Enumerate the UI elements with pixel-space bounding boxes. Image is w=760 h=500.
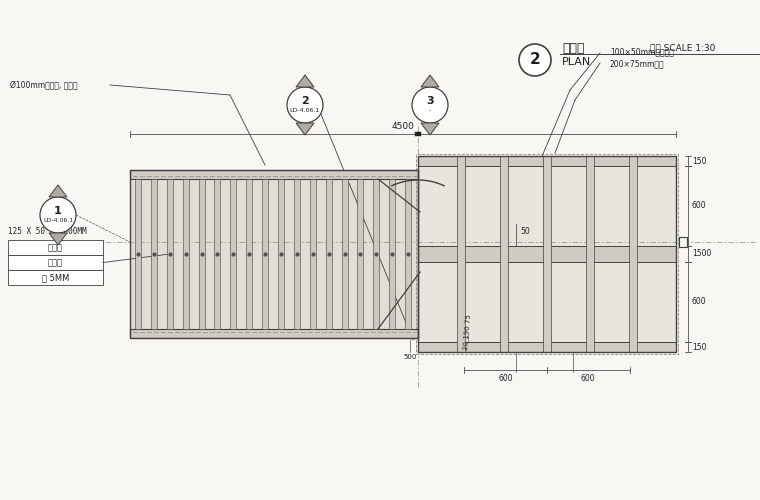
Text: 200×75mm橡木: 200×75mm橡木 [610, 60, 665, 68]
Text: 500: 500 [404, 354, 416, 360]
Text: -: - [429, 108, 431, 114]
Bar [543, 156, 551, 352]
Text: 600: 600 [581, 374, 596, 383]
Text: 2: 2 [530, 52, 540, 68]
Text: 20 190 75: 20 190 75 [464, 314, 473, 350]
Text: 比例 SCALE 1:30: 比例 SCALE 1:30 [650, 44, 715, 52]
Bar [230, 179, 236, 329]
Polygon shape [296, 75, 314, 87]
Bar [373, 179, 379, 329]
Bar [418, 156, 676, 352]
Text: PLAN: PLAN [562, 57, 591, 67]
Bar [246, 179, 252, 329]
Text: 自然色: 自然色 [48, 258, 63, 267]
Text: 600: 600 [692, 298, 707, 306]
Bar [310, 179, 315, 329]
Text: Ø100mm纪幕木, 自然色: Ø100mm纪幕木, 自然色 [10, 80, 78, 90]
Bar [278, 179, 284, 329]
Bar [198, 179, 204, 329]
Text: 600: 600 [499, 374, 513, 383]
Text: 3: 3 [426, 96, 434, 106]
Circle shape [287, 87, 323, 123]
Text: 4500: 4500 [391, 122, 414, 131]
Bar [418, 156, 676, 352]
Circle shape [40, 197, 76, 233]
Bar [130, 170, 418, 338]
Text: LD-4.06.1: LD-4.06.1 [43, 218, 73, 224]
Bar [418, 246, 676, 262]
Bar [130, 170, 418, 179]
Bar [457, 156, 465, 352]
Text: 1500: 1500 [692, 250, 711, 258]
Polygon shape [49, 233, 67, 245]
Polygon shape [421, 123, 439, 135]
Bar [415, 132, 421, 136]
Text: LD-4.06.1: LD-4.06.1 [290, 108, 320, 114]
Bar [418, 342, 676, 352]
Bar [8, 255, 103, 270]
Text: 距 5MM: 距 5MM [42, 273, 69, 282]
Bar [357, 179, 363, 329]
Text: 150: 150 [692, 342, 707, 351]
Polygon shape [296, 123, 314, 135]
Text: 150: 150 [692, 156, 707, 166]
Bar [130, 329, 418, 338]
Bar [8, 240, 103, 255]
Bar [130, 170, 418, 338]
Polygon shape [49, 185, 67, 197]
Text: 1: 1 [54, 206, 62, 216]
Bar [262, 179, 268, 329]
Bar [150, 179, 157, 329]
Bar [166, 179, 173, 329]
Bar [341, 179, 347, 329]
Bar [679, 237, 687, 247]
Bar [416, 154, 678, 354]
Bar [214, 179, 220, 329]
Bar [182, 179, 188, 329]
Text: 100×50mm中空方钉: 100×50mm中空方钉 [610, 48, 674, 56]
Bar [135, 179, 141, 329]
Text: 2: 2 [301, 96, 309, 106]
Text: 平面图: 平面图 [562, 42, 584, 54]
Text: 600: 600 [692, 202, 707, 210]
Bar [586, 156, 594, 352]
Text: 125 X 50 X 1800MM: 125 X 50 X 1800MM [8, 227, 87, 236]
Text: 水山木: 水山木 [48, 243, 63, 252]
Polygon shape [421, 75, 439, 87]
Bar [325, 179, 331, 329]
Bar [629, 156, 637, 352]
Circle shape [519, 44, 551, 76]
Bar [500, 156, 508, 352]
Bar [418, 156, 676, 166]
Circle shape [412, 87, 448, 123]
Bar [389, 179, 395, 329]
Bar [294, 179, 300, 329]
Text: 50: 50 [520, 228, 530, 236]
Bar [8, 270, 103, 285]
Bar [405, 179, 411, 329]
